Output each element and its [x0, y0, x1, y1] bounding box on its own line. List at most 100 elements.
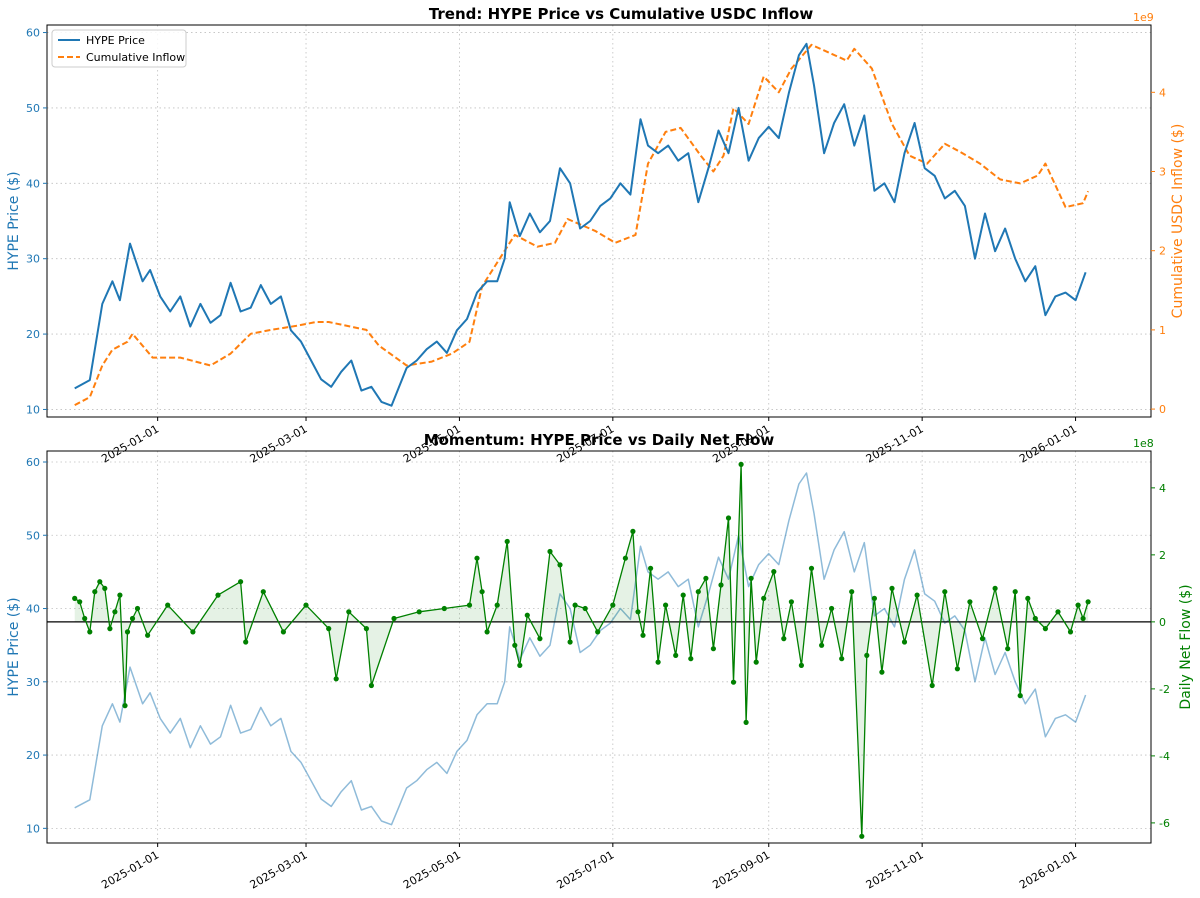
net-flow-point [107, 626, 113, 632]
left-tick-label: 60 [26, 456, 40, 469]
net-flow-point [512, 642, 518, 648]
net-flow-point [129, 615, 136, 622]
trend-left-axis: 10 20 30 40 50 60 [26, 27, 47, 416]
left-tick-label: 30 [26, 253, 40, 266]
net-flow-point [479, 589, 485, 595]
net-flow-point [1085, 599, 1091, 605]
net-flow-point [416, 609, 422, 615]
net-flow-point [346, 609, 352, 615]
net-flow-point [567, 639, 573, 645]
net-flow-point [145, 632, 151, 638]
net-flow-point [655, 659, 661, 665]
momentum-plot-frame [46, 450, 1152, 844]
net-flow-point [673, 652, 679, 659]
net-flow-point [190, 629, 196, 635]
net-flow-point [648, 565, 654, 571]
net-flow-point [1042, 626, 1048, 632]
net-flow-point [743, 719, 749, 726]
momentum-left-axis-label: HYPE Price ($) [6, 597, 22, 696]
right-tick-label: 2 [1159, 549, 1166, 562]
momentum-left-axis: 10 20 30 40 50 60 [26, 456, 47, 835]
net-flow-point [630, 528, 636, 535]
net-flow-point [517, 662, 523, 669]
net-flow-point [1032, 615, 1038, 622]
net-flow-point [718, 582, 724, 588]
net-flow-point [635, 609, 641, 615]
net-flow-point [243, 639, 249, 645]
net-flow-point [730, 679, 737, 685]
net-flow-point [1055, 609, 1061, 615]
net-flow-point [303, 602, 309, 608]
hype-price-line-faded [74, 472, 1087, 826]
net-flow-point [557, 562, 563, 568]
net-flow-point [134, 605, 141, 612]
right-tick-label: 1 [1159, 324, 1166, 337]
left-tick-label: 50 [26, 102, 40, 115]
net-flow-point [77, 599, 83, 605]
net-flow-point [859, 833, 865, 839]
net-flow-point [582, 605, 588, 612]
net-flow-point [1005, 646, 1011, 652]
net-flow-point [829, 605, 835, 612]
net-flow-point [725, 515, 732, 521]
trend-right-axis-label: Cumulative USDC Inflow ($) [1170, 124, 1186, 319]
net-flow-point [871, 595, 878, 602]
left-tick-label: 50 [26, 529, 40, 542]
net-flow-point [738, 461, 744, 467]
net-flow-point [753, 659, 759, 665]
net-flow-point [849, 589, 855, 595]
right-tick-label: 4 [1159, 86, 1166, 99]
net-flow-point [124, 629, 131, 635]
net-flow-point [889, 585, 895, 592]
net-flow-point [92, 589, 98, 595]
left-tick-label: 40 [26, 603, 40, 616]
net-flow-point [788, 599, 795, 605]
net-flow-point [1075, 602, 1081, 608]
right-tick-label: -6 [1159, 817, 1170, 830]
left-tick-label: 10 [26, 403, 40, 416]
right-tick-label: 0 [1159, 616, 1166, 629]
net-flow-point [82, 615, 88, 622]
net-flow-point [537, 636, 543, 642]
net-flow-point [781, 636, 787, 642]
net-flow-point [441, 605, 447, 612]
net-flow-point [1080, 615, 1086, 622]
net-flow-point [333, 676, 339, 682]
net-flow-point [879, 669, 885, 675]
right-tick-label: -4 [1159, 750, 1170, 763]
net-flow-point [761, 595, 767, 602]
left-tick-label: 20 [26, 749, 40, 762]
net-flow-point [524, 612, 530, 618]
net-flow-point [1025, 595, 1031, 602]
net-flow-point [640, 632, 646, 638]
net-flow-point [547, 548, 553, 555]
cumulative-inflow-line [74, 43, 1090, 406]
net-flow-point [992, 585, 998, 592]
left-tick-label: 20 [26, 328, 40, 341]
trend-plot-frame [46, 24, 1152, 418]
net-flow-point [967, 599, 973, 605]
net-flow-point [368, 682, 374, 689]
legend-label-cumulative: Cumulative Inflow [86, 51, 185, 64]
net-flow-point [238, 579, 244, 585]
right-tick-label: 4 [1159, 482, 1166, 495]
net-flow-point [504, 538, 510, 545]
net-flow-point [595, 629, 601, 635]
net-flow-point [1067, 629, 1074, 635]
net-flow-point [1017, 693, 1023, 699]
net-flow-line [74, 463, 1089, 837]
net-flow-point [326, 626, 332, 632]
net-flow-point [798, 662, 805, 669]
trend-left-axis-label: HYPE Price ($) [6, 171, 22, 270]
left-tick-label: 10 [26, 822, 40, 835]
trend-right-axis-multiplier: 1e9 [1133, 11, 1154, 24]
net-flow-point [494, 602, 500, 608]
net-flow-point [72, 595, 78, 602]
momentum-chart-title: Momentum: HYPE Price vs Daily Net Flow [424, 431, 775, 449]
net-flow-point [663, 602, 669, 608]
net-flow-point [710, 646, 717, 652]
momentum-right-axis-multiplier: 1e8 [1133, 437, 1154, 450]
right-tick-label: -2 [1159, 683, 1170, 696]
net-flow-point [572, 602, 578, 608]
net-flow-point [484, 629, 490, 635]
